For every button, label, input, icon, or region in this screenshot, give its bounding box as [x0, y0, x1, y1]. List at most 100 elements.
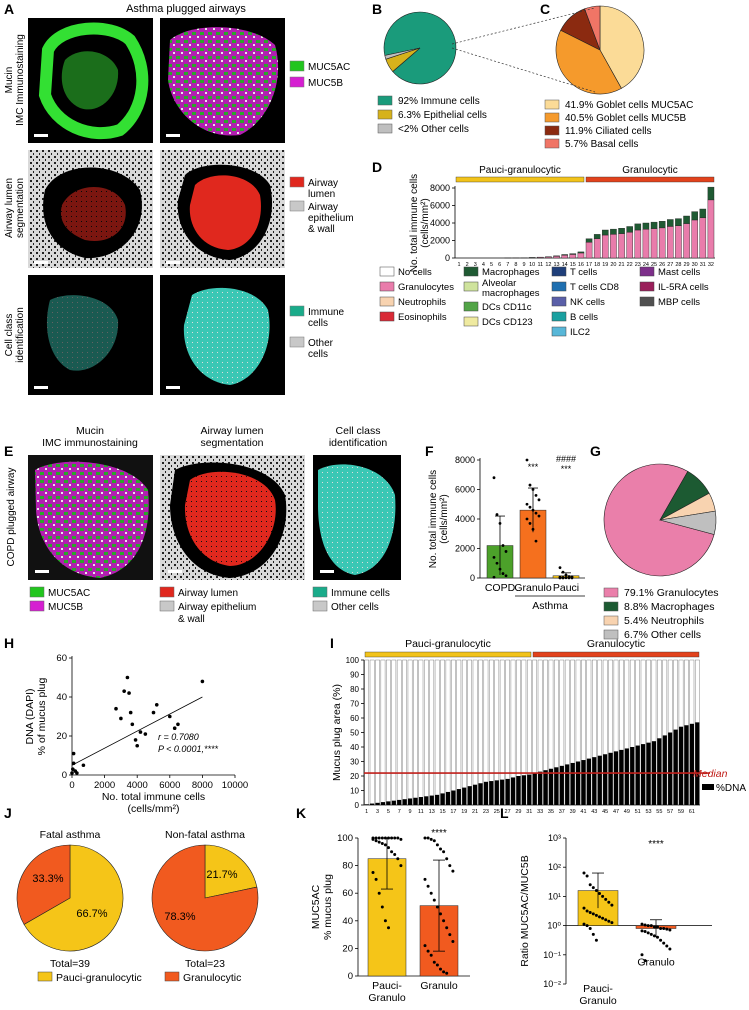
i-bar-dna: [516, 776, 521, 805]
a-legend-line: cells: [308, 318, 328, 329]
k-ytick-label: 80: [342, 861, 353, 872]
i-xtick-label: 7: [398, 809, 401, 815]
l-xtick-line: Pauci-: [583, 983, 613, 995]
e-legend-swatch: [312, 600, 328, 612]
d-xtick-label: 20: [610, 262, 616, 268]
a-legend-swatch: [289, 336, 305, 348]
i-xtick-label: 59: [678, 809, 684, 815]
f-point: [570, 576, 574, 580]
i-group-bar-1: [532, 651, 700, 658]
panel-c: 41.9% Goblet cells MUC5AC 40.5% Goblet ce…: [451, 5, 693, 150]
panel-h: 0 20 40 60 0 2000 4000 6000 8000 10000 r = 0.7080 P…: [24, 653, 248, 815]
a-legend-swatch: [289, 200, 305, 212]
d-xtick-label: 24: [643, 262, 649, 268]
l-point: [601, 894, 605, 898]
i-bar-dna: [575, 761, 581, 805]
d-legend-label: ILC2: [570, 327, 590, 338]
i-bar-total: [402, 659, 407, 806]
h-ylabel: DNA (DAPI)% of mucus plug: [24, 678, 48, 756]
k-point: [423, 877, 427, 881]
e-legend-label: MUC5AC: [48, 588, 90, 599]
e-legend-label: Immune cells: [331, 588, 390, 599]
i-xtick-label: 37: [559, 809, 565, 815]
d-bar-macrophages: [561, 254, 568, 256]
d-ylabel: No. total immune cells(cells/mm²): [409, 174, 431, 272]
d-ytick-label: 6000: [430, 201, 450, 211]
d-xtick-label: 15: [570, 262, 576, 268]
d-legend-swatch: [379, 296, 395, 307]
k-ytick-label: 0: [348, 971, 353, 982]
a-legend-line: lumen: [308, 189, 335, 200]
l-point: [665, 927, 669, 931]
k-ytick-label: 20: [342, 943, 353, 954]
g-legend-label-1: 8.8% Macrophages: [624, 601, 714, 613]
d-legend-swatch: [379, 281, 395, 292]
h-point: [200, 679, 205, 684]
d-legend-label: B cells: [570, 312, 598, 323]
k-point: [377, 836, 381, 840]
h-ytick-label: 40: [56, 692, 67, 703]
i-bar-total: [472, 659, 478, 806]
i-ytick-label: 70: [350, 700, 359, 709]
b-legend-label-0: 92% Immune cells: [398, 96, 480, 107]
i-bar-dna: [397, 799, 402, 805]
d-xtick-label: 18: [594, 262, 600, 268]
panel-labels: A B C D E F G H I J K L: [4, 1, 601, 821]
k-point: [442, 850, 446, 854]
panel-b: 92% Immune cells 6.3% Epithelial cells <2%…: [377, 11, 487, 135]
i-bar-dna: [435, 794, 440, 805]
d-xtick-label: 6: [498, 262, 501, 268]
b-legend-label-1: 6.3% Epithelial cells: [398, 110, 487, 121]
i-bar-dna: [581, 760, 586, 805]
a-legend-line: cells: [308, 349, 328, 360]
a-legend-text: Immune cells: [308, 307, 345, 329]
panel-l: 10⁻² 10⁻¹ 10⁰ 10¹ 10² 10³ Ratio MUC5AC/MUC5B Pa…: [519, 833, 712, 1007]
l-point: [594, 913, 598, 917]
h-point: [172, 726, 177, 730]
l-point: [668, 928, 672, 932]
d-bar-granulocytes: [602, 234, 609, 259]
e-title-0: Mucin IMC immunostaining: [42, 425, 138, 449]
g-pie-slice-3: [659, 510, 717, 535]
k-point: [448, 864, 452, 868]
f-point: [534, 539, 538, 543]
i-bar-dna: [592, 757, 597, 805]
d-bar-macrophages: [618, 228, 625, 234]
i-xtick-label: 29: [515, 809, 521, 815]
a-cells-1: [46, 295, 119, 371]
h-point: [133, 738, 138, 742]
g-legend-swatch-2: [603, 615, 619, 626]
i-bar-dna: [608, 752, 613, 805]
l-point: [594, 938, 598, 942]
d-bar-macrophages: [658, 221, 666, 229]
i-xtick-label: 23: [483, 809, 489, 815]
k-point: [429, 953, 433, 957]
e-lumen-red: [184, 471, 276, 566]
i-xtick-label: 15: [440, 809, 446, 815]
d-bar-granulocytes: [626, 231, 633, 259]
d-legend-swatch: [463, 266, 479, 277]
h-xtick-label: 10000: [222, 780, 248, 791]
i-bar-dna: [527, 774, 532, 805]
panel-f: 0 2000 4000 6000 8000 No. total immune cells(…: [428, 454, 585, 612]
h-ytick-label: 60: [56, 653, 67, 664]
j-legend-label-1: Granulocytic: [183, 972, 241, 984]
d-bar-granulocytes: [593, 238, 601, 259]
d-xtick-label: 31: [700, 262, 706, 268]
a-legend-text: Airway lumen: [308, 178, 338, 200]
i-bar-total: [445, 659, 451, 806]
d-bar-granulocytes: [675, 225, 682, 259]
i-bar-dna: [429, 795, 434, 805]
k-point: [387, 836, 390, 840]
panel-label-j: J: [4, 805, 12, 821]
k-point: [380, 836, 384, 840]
i-bar-dna: [467, 786, 472, 805]
c-legend-label-2: 11.9% Ciliated cells: [565, 126, 652, 137]
f-point: [564, 573, 568, 577]
l-point: [665, 944, 669, 948]
d-xtick-label: 19: [602, 262, 608, 268]
l-point: [652, 934, 656, 938]
i-bar-dna: [570, 762, 575, 805]
i-bar-dna: [543, 770, 548, 805]
